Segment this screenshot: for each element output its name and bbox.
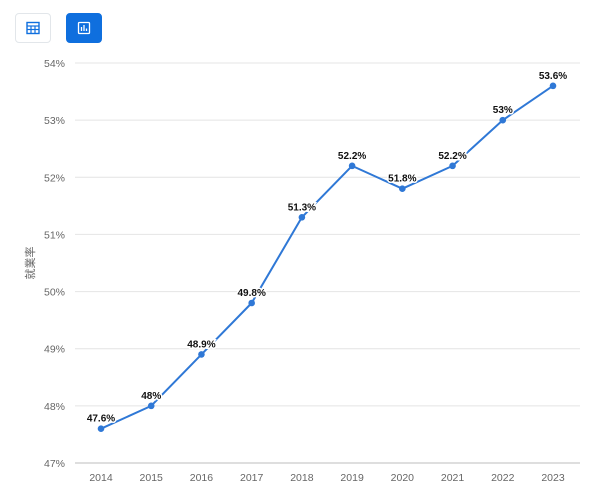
y-tick-label: 52% (44, 172, 65, 184)
data-point[interactable] (198, 351, 205, 358)
table-view-button[interactable] (15, 13, 51, 43)
chart-view-button[interactable] (66, 13, 102, 43)
data-point[interactable] (499, 116, 507, 124)
data-point[interactable] (449, 162, 456, 170)
series-line (100, 85, 554, 430)
data-label: 52.2% (338, 151, 366, 162)
data-point[interactable] (549, 82, 557, 90)
y-tick-label: 50% (44, 287, 65, 299)
y-axis-ticks: 47% 48% 49% 50% 51% 52% 53% 54% (44, 58, 65, 470)
x-tick-label: 2017 (240, 472, 264, 484)
data-point[interactable] (97, 425, 105, 433)
data-label: 47.6% (87, 414, 115, 425)
data-point[interactable] (147, 402, 155, 410)
data-label: 48% (141, 391, 161, 402)
data-label: 51.3% (288, 202, 316, 213)
gridlines (75, 62, 580, 464)
x-axis-ticks: 2014 2015 2016 2017 2018 2019 2020 2021 2022 2023 (89, 472, 565, 484)
data-points (97, 82, 557, 433)
data-point[interactable] (348, 162, 356, 170)
table-icon (26, 21, 40, 35)
bar-chart-icon (77, 21, 91, 35)
x-tick-label: 2016 (190, 472, 214, 484)
y-tick-label: 48% (44, 401, 65, 413)
x-tick-label: 2022 (491, 472, 515, 484)
y-tick-label: 49% (44, 344, 65, 356)
data-labels: 47.6% 48% 48.9% 49.8% 51.3% 52.2% 51.8% 52.2% 53… (85, 69, 568, 426)
data-point[interactable] (248, 299, 255, 307)
data-label: 53% (493, 105, 513, 116)
data-label: 48.9% (187, 339, 215, 350)
x-tick-label: 2023 (541, 472, 565, 484)
data-point[interactable] (298, 213, 306, 221)
x-tick-label: 2018 (290, 472, 314, 484)
x-tick-label: 2020 (391, 472, 415, 484)
x-tick-label: 2014 (89, 472, 113, 484)
x-tick-label: 2019 (340, 472, 364, 484)
y-tick-label: 47% (44, 458, 65, 470)
x-tick-label: 2015 (140, 472, 164, 484)
data-label: 49.8% (237, 288, 265, 299)
data-label: 52.2% (438, 151, 466, 162)
x-tick-label: 2021 (441, 472, 465, 484)
y-tick-label: 54% (44, 58, 65, 70)
y-tick-label: 53% (44, 115, 65, 127)
data-point[interactable] (399, 185, 406, 193)
data-label: 53.6% (539, 71, 567, 82)
view-toggle-toolbar (15, 13, 102, 43)
y-tick-label: 51% (44, 229, 65, 241)
y-axis-label: 就業率 (23, 247, 37, 280)
data-label: 51.8% (388, 174, 416, 185)
series-line-path (100, 85, 554, 430)
